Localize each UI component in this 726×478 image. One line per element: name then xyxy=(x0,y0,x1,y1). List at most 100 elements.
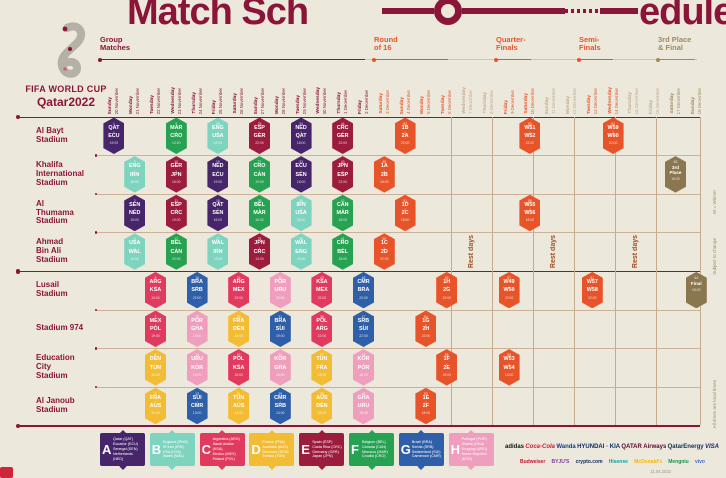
title-line-segment xyxy=(382,8,434,14)
date-day-label: Monday xyxy=(420,95,426,114)
kickoff-time: 19:00 xyxy=(276,334,285,339)
match-hexagon: 18 QAT v SEN 16:00 xyxy=(207,194,229,232)
home-team-code: POL xyxy=(233,356,245,363)
match-label: Final xyxy=(690,280,702,286)
date-number-label: 8 December xyxy=(488,90,494,114)
kickoff-time: 22:00 xyxy=(338,141,347,146)
versus-separator: v xyxy=(341,130,344,135)
home-team-code: TUN xyxy=(233,394,245,401)
group-team: Brazil (BRA) xyxy=(411,439,433,444)
kickoff-time: 13:00 xyxy=(151,295,160,300)
match-hexagon: 19 NED v ECU 19:00 xyxy=(207,156,229,193)
home-team-code: KOR xyxy=(274,356,287,363)
date-day-label: Sunday xyxy=(108,96,114,114)
match-hexagon: 30 KOR v GHA 16:00 xyxy=(269,349,291,386)
home-team-code: USA xyxy=(128,240,141,247)
versus-separator: v xyxy=(217,130,219,135)
home-team-code: CMR xyxy=(274,394,287,401)
match-hexagon: 44 CRC v GER 22:00 xyxy=(332,117,354,154)
match-hexagon: 7 MEX v POL 19:00 xyxy=(145,310,166,347)
kickoff-time: 19:00 xyxy=(130,218,139,223)
home-team-code: URU xyxy=(191,356,203,363)
versus-separator: v xyxy=(279,400,281,405)
match-hexagon: 38 AUS v DEN 18:00 xyxy=(311,387,333,425)
versus-separator: v xyxy=(445,361,448,366)
match-hexagon: 21 TUN v AUS 13:00 xyxy=(228,387,250,425)
match-number: 15 xyxy=(195,314,199,319)
versus-separator: v xyxy=(175,168,177,173)
group-team: IR Iran (IRN) xyxy=(162,444,184,449)
group-team: Canada (CAN) xyxy=(362,444,387,449)
date-column: Saturday 17 December xyxy=(665,56,686,114)
match-number: 33 xyxy=(299,160,303,165)
match-number: 16 xyxy=(195,275,199,280)
home-team-code: ARG xyxy=(149,278,162,285)
match-number: 37 xyxy=(320,353,324,358)
home-team-code: SUI xyxy=(192,394,202,401)
kickoff-time: 13:00 xyxy=(213,256,223,261)
date-column: Sunday 27 November xyxy=(249,56,270,114)
versus-separator: v xyxy=(133,245,136,250)
group-team-list: France (FRA) Australia (AUS) Denmark (DEN)… xyxy=(262,440,288,459)
home-team-code: BEL xyxy=(254,201,265,208)
versus-separator: v xyxy=(217,207,219,212)
versus-separator: v xyxy=(591,284,593,289)
phase-header-ko: Quarter- Finals xyxy=(496,35,526,53)
kickoff-time: 13:00 xyxy=(255,256,264,261)
match-hexagon: 55 1F v 2E 18:00 xyxy=(436,349,458,386)
kickoff-time: 16:00 xyxy=(213,218,223,223)
away-team-code: POL xyxy=(149,325,162,332)
group-team-list: Belgium (BEL) Canada (CAN) Morocco (MAR) Cr… xyxy=(362,440,388,459)
match-number: 56 xyxy=(444,275,449,280)
kickoff-time: 22:00 xyxy=(608,141,618,146)
group-team: Senegal (SEN) xyxy=(113,447,138,452)
versus-separator: v xyxy=(217,245,219,250)
away-team-code: W56 xyxy=(524,210,536,217)
line-dot xyxy=(15,269,21,274)
match-number: 10 xyxy=(174,160,179,165)
match-number: 54 xyxy=(424,314,428,319)
versus-separator: v xyxy=(154,361,157,366)
match-number: 61 xyxy=(590,275,595,280)
match-number: 63 xyxy=(673,160,678,165)
match-number: 44 xyxy=(340,121,345,126)
versus-separator: v xyxy=(300,207,302,212)
row-separator-line xyxy=(18,425,700,427)
away-team-code: SEN xyxy=(212,210,224,217)
home-team-code: W55 xyxy=(524,201,536,208)
match-number: 27 xyxy=(257,160,262,165)
date-day-label: Tuesday xyxy=(441,94,447,114)
match-number: 46 xyxy=(361,391,366,396)
phase-separator-line xyxy=(656,116,657,426)
date-column: Thursday 15 December xyxy=(624,56,645,114)
date-number-label: 18 December xyxy=(696,87,702,114)
phase-separator-line xyxy=(492,116,493,426)
date-column: Friday 25 November xyxy=(208,56,229,114)
versus-separator: v xyxy=(404,207,406,212)
home-team-code: WAL xyxy=(211,240,224,247)
date-column: Tuesday 29 November xyxy=(291,56,312,114)
title-ring-icon xyxy=(434,0,462,25)
away-team-code: FRA xyxy=(316,364,328,371)
away-team-code: TUN xyxy=(149,364,162,371)
home-team-code: 1H xyxy=(443,278,451,285)
match-hexagon: 26 BEL v MAR 16:00 xyxy=(249,194,270,232)
away-team-code: URU xyxy=(357,403,370,410)
away-team-code: W54 xyxy=(503,364,515,371)
match-hexagon: 13 SUI v CMR 13:00 xyxy=(186,387,208,425)
match-hexagon: 2 SEN v NED 19:00 xyxy=(124,194,146,232)
away-team-code: CAN xyxy=(253,171,266,178)
sponsor-logo: adidas xyxy=(505,444,525,450)
versus-separator: v xyxy=(258,245,261,250)
away-team-code: USA xyxy=(212,132,224,139)
versus-separator: v xyxy=(300,130,302,135)
group-team: England (ENG) xyxy=(162,439,188,444)
group-letter: A xyxy=(102,442,112,457)
line-dot xyxy=(94,154,98,157)
phase-underline xyxy=(374,59,448,60)
group-team: Uruguay (URU) xyxy=(461,447,488,452)
line-dot xyxy=(94,385,98,389)
date-column: Friday 16 December xyxy=(644,56,665,114)
match-hexagon: 8 FRA v AUS 22:00 xyxy=(145,387,166,425)
group-team: Belgium (BEL) xyxy=(362,439,386,444)
